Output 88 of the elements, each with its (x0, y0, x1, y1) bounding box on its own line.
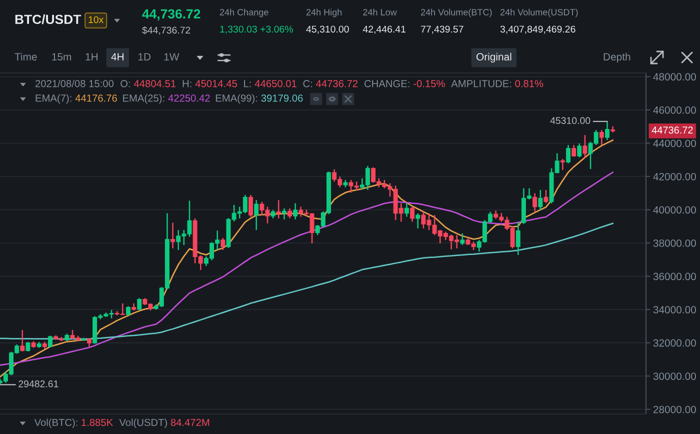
text: 84.472M (170, 418, 210, 426)
candlestick (460, 232, 465, 246)
annotation: O: (120, 80, 130, 88)
y-tick-label: 42000.00 (653, 172, 696, 180)
text: Vol(USDT) (119, 418, 167, 428)
text: 3,407,849,469.26 (500, 26, 576, 34)
annotation: 45310.00 (550, 117, 590, 124)
text: 10x (88, 16, 104, 24)
candlestick (410, 206, 415, 222)
annotation: C: (303, 80, 312, 88)
annotation: 45014.45 (195, 80, 237, 88)
text: 15m (52, 53, 71, 60)
text: 44736.72 (652, 126, 693, 134)
annotation: 42250.42 (168, 94, 210, 102)
y-tick-label: 44000.00 (653, 140, 696, 148)
annotation: EMA(99): (216, 94, 258, 104)
candlestick (170, 222, 176, 249)
text: 1D (138, 53, 151, 60)
y-tick-label: 38000.00 (653, 240, 696, 247)
y-tick-label: 30000.00 (653, 372, 696, 380)
candlestick (599, 129, 604, 146)
candlestick (566, 144, 570, 164)
candlestick (254, 199, 259, 231)
candlestick (544, 189, 548, 204)
y-tick-label: 36000.00 (653, 272, 696, 280)
y-tick-label: 28000.00 (653, 406, 696, 414)
chart-title: BTC/USDT (15, 14, 82, 24)
candlestick (416, 212, 420, 229)
annotation: -0.15% (414, 80, 445, 88)
annotation: L: (244, 80, 251, 88)
candlestick (582, 134, 588, 159)
candlestick (20, 329, 25, 352)
candlestick (604, 120, 610, 141)
annotation: 29482.61 (18, 380, 58, 388)
annotation: 0.81% (515, 80, 544, 88)
line-series (0, 172, 614, 366)
text: 45,310.00 (306, 26, 349, 34)
text: $44,736.72 (142, 26, 190, 35)
text: 24h Low (363, 8, 397, 16)
text: Original (476, 52, 512, 63)
text: 24h Volume(BTC) (420, 8, 492, 18)
candlestick (288, 208, 292, 220)
text: 77,439.57 (421, 26, 464, 34)
y-tick-label: 32000.00 (653, 339, 696, 347)
text: Depth (604, 52, 630, 63)
candlestick (282, 208, 286, 220)
annotation: AMPLITUDE: (451, 80, 512, 88)
y-tick-label: 46000.00 (653, 106, 696, 114)
text: 24h Volume(USDT) (500, 8, 578, 18)
text: 1H (86, 53, 98, 60)
text: Vol(BTC): (34, 418, 78, 428)
text: 24h Change (220, 8, 268, 18)
text: 42,446.41 (362, 26, 406, 34)
text: 4H (111, 53, 124, 60)
candlestick (137, 298, 142, 310)
candlestick (293, 202, 298, 220)
y-tick-label: 34000.00 (653, 306, 696, 314)
text: 1W (164, 53, 180, 60)
y-tick-label: 48000.00 (653, 73, 696, 81)
text: 44,736.72 (142, 9, 200, 20)
candlestick (516, 221, 520, 256)
text: 1.885K (82, 418, 113, 426)
candlestick (248, 194, 253, 218)
candlestick (48, 335, 52, 348)
candlestick (276, 199, 281, 220)
candlestick (220, 237, 226, 251)
candlestick (538, 189, 543, 211)
candlestick (404, 202, 409, 218)
line-series (0, 140, 614, 378)
annotation: 44736.72 (316, 80, 358, 88)
y-tick-label: 40000.00 (653, 206, 696, 214)
annotation: 2021/08/08 15:00 (36, 80, 114, 88)
annotation: 44804.51 (134, 80, 176, 88)
annotation: 44176.76 (75, 94, 117, 102)
annotation: EMA(25): (123, 94, 164, 104)
candlestick (560, 158, 565, 171)
candlestick (532, 192, 538, 212)
text: 24h High (306, 8, 342, 18)
annotation: H: (182, 80, 192, 88)
annotation: CHANGE: (364, 80, 410, 88)
annotation: 39179.06 (261, 94, 303, 102)
annotation: EMA(7): (36, 94, 72, 104)
candlestick (26, 341, 30, 352)
candlestick (126, 306, 130, 316)
text: 1,330.03 +3.06% (220, 26, 293, 34)
text: Time (14, 52, 37, 60)
candlestick (577, 142, 582, 158)
annotation: 44650.01 (254, 80, 296, 88)
